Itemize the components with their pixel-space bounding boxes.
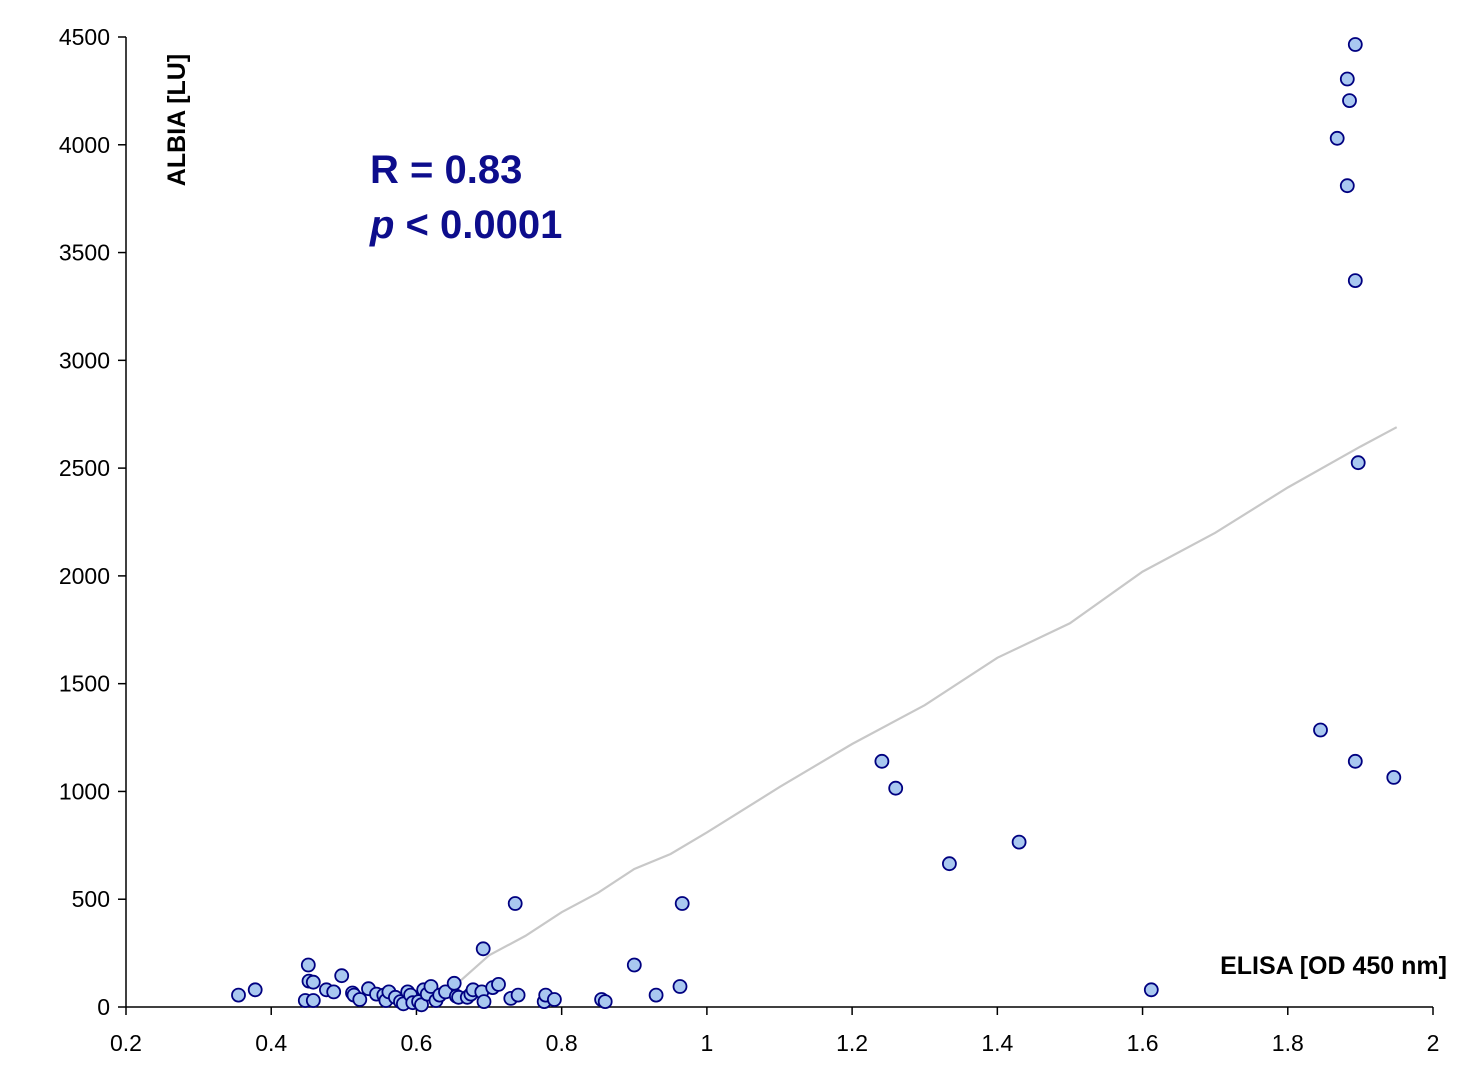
data-point (475, 941, 491, 957)
x-tick-label: 1 (700, 1030, 713, 1056)
data-point (626, 957, 642, 973)
data-point (1313, 722, 1328, 738)
data-point (1347, 37, 1363, 52)
x-tick-label: 1.8 (1272, 1030, 1304, 1056)
y-tick-label: 2000 (59, 563, 110, 589)
y-tick-label: 3500 (59, 240, 110, 266)
y-tick-label: 4500 (59, 24, 110, 50)
r-value-annotation: R = 0.83 (370, 148, 522, 192)
data-point (446, 975, 462, 991)
data-point (247, 982, 263, 998)
y-tick-label: 0 (97, 994, 110, 1020)
points-layer (231, 37, 1402, 1013)
data-point (674, 896, 690, 911)
x-tick-label: 0.2 (110, 1030, 142, 1056)
x-tick-label: 1.2 (836, 1030, 868, 1056)
y-axis-title: ALBIA [LU] (163, 54, 191, 186)
x-tick-label: 1.6 (1127, 1030, 1159, 1056)
data-point (510, 987, 526, 1003)
data-point (1342, 93, 1357, 108)
data-point (1386, 770, 1402, 785)
data-point (334, 968, 350, 984)
x-tick-label: 1.4 (981, 1030, 1013, 1056)
data-point (1350, 455, 1366, 471)
data-point (888, 780, 904, 796)
p-value-annotation: p < 0.0001 (369, 203, 562, 247)
data-point (1329, 130, 1345, 146)
x-axis-title: ELISA [OD 450 nm] (1220, 952, 1447, 980)
data-point (326, 984, 342, 1000)
y-tick-label: 1500 (59, 671, 110, 697)
data-point (1347, 753, 1363, 769)
trendline-layer (415, 426, 1398, 1004)
data-point (672, 979, 688, 994)
data-point (1339, 178, 1355, 194)
p-rest: < 0.0001 (394, 203, 562, 247)
y-tick-label: 2500 (59, 455, 110, 481)
x-tick-label: 0.4 (255, 1030, 287, 1056)
y-tick-label: 1000 (59, 778, 110, 804)
x-tick-label: 0.8 (546, 1030, 578, 1056)
data-point (507, 896, 523, 911)
data-point (1339, 71, 1355, 87)
axes-layer: 0 500 1000 1500 2000 2500 3000 3500 4000 4500 0.2 0… (59, 24, 1440, 1056)
data-point (305, 974, 321, 990)
data-point (547, 992, 562, 1007)
data-point (1143, 982, 1159, 998)
p-symbol: p (369, 203, 394, 247)
data-point (874, 753, 890, 769)
regression-line (415, 426, 1398, 1004)
data-point (1347, 273, 1363, 289)
data-point (352, 992, 368, 1007)
y-tick-label: 3000 (59, 347, 110, 373)
data-point (300, 957, 316, 973)
data-point (942, 856, 957, 872)
data-point (231, 987, 246, 1003)
data-point (597, 994, 613, 1009)
data-point (1011, 834, 1027, 850)
data-point (423, 979, 439, 994)
data-point (491, 977, 506, 992)
data-point (476, 994, 492, 1009)
x-tick-label: 2 (1427, 1030, 1440, 1056)
data-point (305, 993, 321, 1008)
x-tick-label: 0.6 (400, 1030, 432, 1056)
y-tick-label: 4000 (59, 132, 110, 158)
data-point (648, 987, 664, 1003)
y-tick-label: 500 (72, 886, 110, 912)
